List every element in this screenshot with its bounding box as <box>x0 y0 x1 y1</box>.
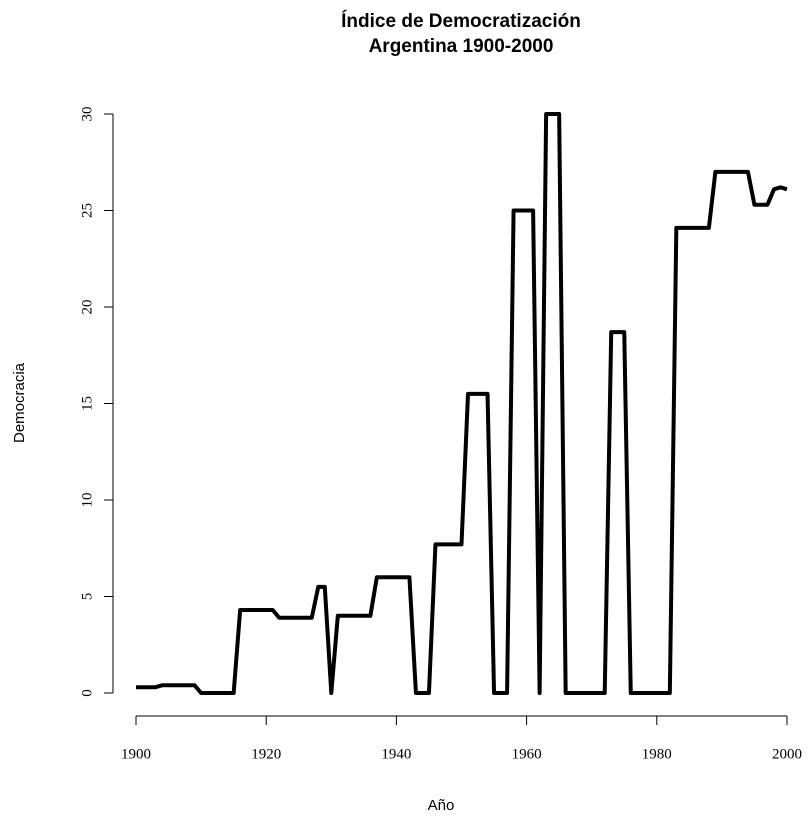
x-tick-label: 1960 <box>512 746 542 762</box>
y-tick-label: 5 <box>79 593 95 601</box>
y-tick-label: 20 <box>79 300 95 315</box>
y-tick-label: 15 <box>79 396 95 411</box>
x-tick-label: 1920 <box>251 746 281 762</box>
chart-subtitle: Argentina 1900-2000 <box>369 36 554 57</box>
chart-title: Índice de Democratización <box>341 10 581 32</box>
x-tick-label: 1940 <box>381 746 411 762</box>
y-tick-label: 30 <box>79 107 95 122</box>
x-tick-label: 1980 <box>642 746 672 762</box>
y-axis-label: Democracia <box>11 362 28 443</box>
x-tick-label: 2000 <box>772 746 802 762</box>
x-axis-label: Año <box>428 797 455 814</box>
y-tick-label: 0 <box>79 689 95 697</box>
x-tick-label: 1900 <box>121 746 151 762</box>
data-line <box>136 112 788 695</box>
y-tick-label: 10 <box>79 493 95 508</box>
y-tick-label: 25 <box>79 203 95 218</box>
